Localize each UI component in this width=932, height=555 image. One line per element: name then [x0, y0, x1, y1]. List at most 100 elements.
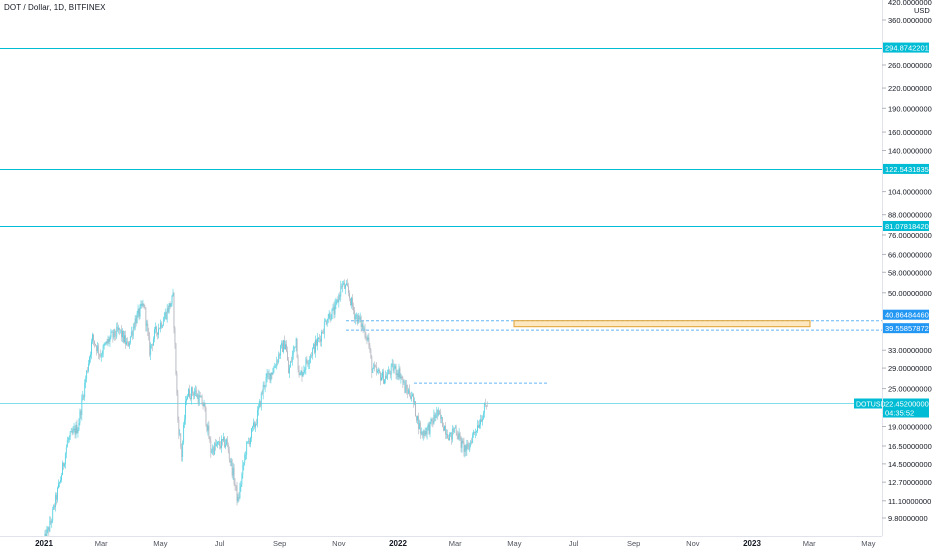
candle-body: [180, 433, 182, 447]
candle: [133, 322, 135, 331]
candle-body: [359, 317, 361, 320]
candle-body: [98, 353, 100, 355]
candle: [296, 338, 298, 359]
candle-body: [217, 441, 219, 445]
candle-body: [464, 445, 466, 452]
candle-body: [130, 331, 132, 337]
candle: [124, 330, 125, 344]
candle: [58, 479, 59, 489]
candle: [452, 426, 454, 435]
candle-body: [203, 402, 205, 407]
candle-body: [125, 335, 126, 345]
candle-body: [345, 285, 347, 289]
zone-upper-price-tag[interactable]: 40.86484460: [883, 309, 929, 320]
candle-body: [162, 321, 164, 326]
y-tick-label: 50.00000000: [888, 289, 932, 298]
candle: [117, 322, 119, 332]
x-tick-label: 2021: [35, 539, 53, 548]
candle: [151, 344, 153, 349]
candle: [67, 437, 69, 444]
candle-body: [181, 446, 183, 457]
candle: [453, 427, 455, 434]
price-labels: 294.87422011 122.54318353 81.07818420 40.86…: [854, 42, 932, 418]
candle-body: [319, 338, 320, 339]
candle-body: [378, 369, 380, 372]
candle: [309, 355, 311, 370]
candle: [358, 315, 360, 323]
candle: [197, 389, 199, 407]
candle: [126, 337, 127, 346]
candle-body: [146, 323, 148, 326]
candle-body: [446, 433, 447, 435]
zone-rectangle[interactable]: [513, 320, 811, 328]
candle-body: [152, 344, 154, 346]
candle: [136, 310, 138, 324]
candle-body: [294, 346, 296, 348]
y-tick-label: 33.00000000: [888, 346, 932, 355]
candle-body: [208, 425, 210, 439]
candle: [187, 393, 188, 400]
zone-lower-price-tag[interactable]: 39.55857872: [883, 323, 929, 334]
candle: [426, 426, 428, 440]
candle: [478, 420, 479, 429]
candle-body: [150, 344, 152, 355]
candle-body: [316, 339, 317, 346]
candle-body: [113, 329, 115, 338]
candle-body: [105, 341, 107, 345]
candle: [95, 344, 97, 356]
candle-body: [415, 401, 416, 417]
time-axis[interactable]: 2021 Mar May Jul Sep Nov 2022 Mar May Jul Sep Nov 20…: [0, 536, 932, 550]
candle: [288, 357, 289, 374]
candle-body: [200, 396, 202, 398]
candle-body: [122, 330, 123, 338]
candle-body: [236, 485, 238, 502]
candle-body: [398, 368, 400, 378]
level-price-tag[interactable]: 81.07818420: [883, 220, 929, 231]
candle-body: [237, 497, 239, 502]
level-price-tag[interactable]: 294.87422011: [883, 42, 932, 53]
candle-body: [298, 369, 300, 376]
candle-body: [118, 327, 120, 331]
candle-body: [272, 372, 274, 375]
candle: [118, 324, 120, 334]
candle: [278, 351, 280, 364]
candle: [439, 410, 441, 415]
candle: [121, 325, 122, 342]
candle: [277, 359, 279, 366]
candle: [62, 462, 64, 470]
candle: [191, 386, 193, 397]
y-tick-label: 160.00000000: [888, 128, 932, 137]
candle: [123, 330, 124, 344]
candle: [56, 492, 58, 505]
candle: [324, 318, 326, 322]
candle-body: [474, 431, 476, 433]
candle-body: [443, 426, 444, 431]
candle-body: [340, 285, 342, 297]
price-axis[interactable]: 420.00000000 360.00000000 260.00000000 220.…: [882, 0, 932, 550]
price-levels: [0, 48, 882, 404]
level-price-tag[interactable]: 122.54318353: [883, 163, 932, 174]
candle: [413, 393, 414, 408]
candle: [75, 421, 77, 439]
candle: [153, 336, 154, 346]
candle-body: [82, 395, 84, 399]
candle-body: [479, 424, 480, 428]
time-axis-background: [0, 536, 932, 550]
candle: [285, 340, 286, 350]
candle: [321, 330, 323, 334]
candle-body: [67, 439, 69, 441]
candle-body: [183, 424, 185, 443]
candle-body: [159, 328, 160, 330]
candle-body: [339, 294, 341, 297]
candle-body: [102, 345, 104, 355]
candle-body: [384, 375, 386, 380]
candle: [173, 291, 175, 334]
candle: [224, 439, 226, 449]
candle: [233, 464, 235, 487]
candle: [288, 364, 290, 379]
candle: [274, 362, 276, 368]
candle: [188, 387, 189, 397]
